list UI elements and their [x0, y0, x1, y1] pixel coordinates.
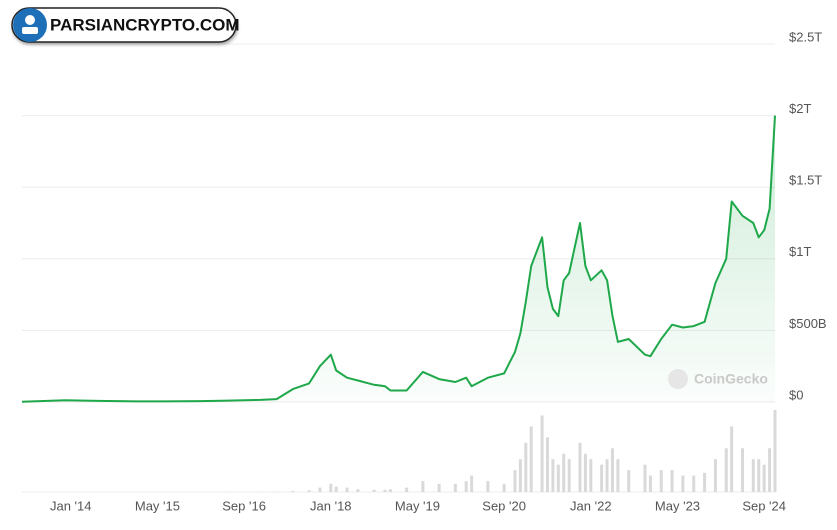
volume-bar: [334, 486, 338, 492]
volume-bar: [486, 481, 490, 492]
volume-bar: [724, 448, 728, 492]
brand-pill: [11, 7, 237, 43]
volume-bar: [318, 487, 322, 492]
x-tick-label: May '19: [395, 498, 440, 513]
volume-bar: [524, 442, 528, 492]
volume-bar: [643, 464, 647, 492]
volume-bar: [291, 490, 295, 492]
volume-bar: [405, 487, 409, 492]
watermark: CoinGecko: [694, 371, 768, 387]
area-fill: [22, 115, 775, 402]
line: [21, 115, 776, 403]
volume-bar: [589, 459, 593, 492]
volume-bar: [383, 489, 387, 492]
x-tick-label: Jan '14: [50, 498, 92, 513]
volume-bar: [600, 464, 604, 492]
x-tick-label: May '15: [135, 498, 180, 513]
volume-bar: [540, 415, 544, 492]
x-tick-label: Jan '22: [570, 498, 612, 513]
y-tick-label: $1T: [789, 244, 811, 259]
brand-icon-base: [22, 27, 38, 34]
volume-bar: [329, 483, 333, 492]
volume-bar: [345, 487, 349, 492]
volume-bar: [567, 459, 571, 492]
y-tick-label: $500B: [789, 316, 827, 331]
volume-bar: [670, 470, 674, 492]
volume-bar: [605, 459, 609, 492]
y-tick-label: $0: [789, 387, 803, 402]
brand-icon-dot: [25, 15, 35, 25]
volume-bar: [545, 437, 549, 492]
volume-bar: [681, 475, 685, 492]
volume-bar: [616, 459, 620, 492]
volume-bar: [713, 459, 717, 492]
volume-bar: [692, 475, 696, 492]
volume-bar: [556, 464, 560, 492]
volume-bar: [648, 475, 652, 492]
volume-bar: [583, 453, 587, 492]
y-tick-label: $2.5T: [789, 29, 822, 44]
volume-bar: [470, 475, 474, 492]
volume-bar: [762, 464, 766, 492]
x-tick-label: Sep '16: [222, 498, 266, 513]
volume-bar: [730, 426, 734, 492]
volume-bar: [659, 470, 663, 492]
volume-bar: [768, 448, 772, 492]
volume-bar: [529, 426, 533, 492]
volume-bar: [502, 483, 506, 492]
volume-bar: [562, 453, 566, 492]
volume-bar: [703, 472, 707, 492]
plot-area: $0 $500B $1T $1.5T $2T $2.5T Jan '14 May '15 Sep…: [20, 29, 827, 513]
x-tick-label: Sep '24: [742, 498, 786, 513]
volume-bar: [307, 490, 311, 492]
volume-bar: [388, 489, 392, 492]
x-tick-label: Jan '18: [310, 498, 352, 513]
brand-text: PARSIANCRYPTO.COM: [50, 15, 240, 34]
volume-bar: [627, 470, 631, 492]
volume-bar: [421, 481, 425, 492]
volume-bar: [740, 448, 744, 492]
volume-bar: [578, 442, 582, 492]
volume-bar: [773, 410, 777, 492]
volume-bar: [464, 481, 468, 492]
volume-bar: [356, 489, 360, 492]
x-tick-label: Sep '20: [482, 498, 526, 513]
watermark-icon: [668, 369, 688, 389]
volume-bar: [437, 483, 441, 492]
volume-bar: [513, 470, 517, 492]
volume-bar: [372, 489, 376, 492]
volume-bar: [551, 459, 555, 492]
volume-bar: [610, 448, 614, 492]
y-tick-label: $1.5T: [789, 173, 822, 188]
volume-bar: [757, 459, 761, 492]
volume-bar: [751, 459, 755, 492]
x-tick-label: May '23: [655, 498, 700, 513]
volume-bar: [518, 459, 522, 492]
watermark-group: CoinGecko: [668, 369, 768, 389]
brand-logo: PARSIANCRYPTO.COM: [11, 7, 240, 43]
y-tick-label: $2T: [789, 101, 811, 116]
volume-bar: [453, 483, 457, 492]
